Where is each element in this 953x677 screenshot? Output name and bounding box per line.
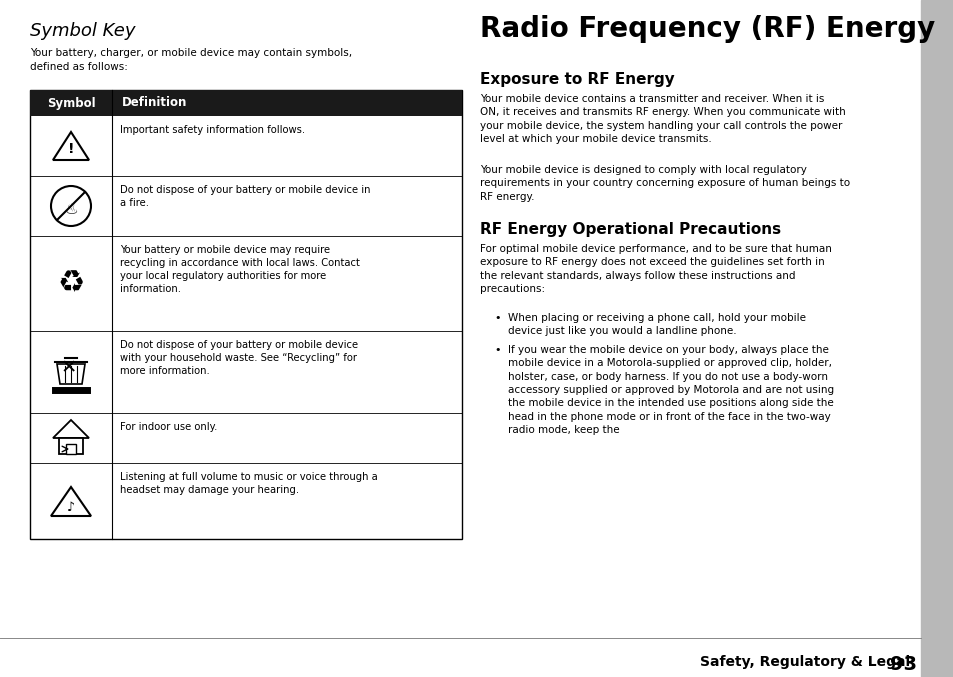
Text: ♻: ♻ [57,269,85,298]
Text: When placing or receiving a phone call, hold your mobile
device just like you wo: When placing or receiving a phone call, … [507,313,805,336]
Bar [66,444,76,454]
Text: Your mobile device is designed to comply with local regulatory
requirements in y: Your mobile device is designed to comply… [479,165,849,202]
Text: Symbol: Symbol [47,97,95,110]
Bar [30,90,461,116]
Text: For indoor use only.: For indoor use only. [120,422,217,432]
Text: Important safety information follows.: Important safety information follows. [120,125,305,135]
Text: !: ! [68,142,74,156]
Text: •: • [494,313,500,323]
Text: RF Energy Operational Precautions: RF Energy Operational Precautions [479,222,781,237]
Text: Radio Frequency (RF) Energy: Radio Frequency (RF) Energy [479,15,934,43]
Text: 93: 93 [889,655,916,674]
Text: Listening at full volume to music or voice through a
headset may damage your hea: Listening at full volume to music or voi… [120,472,377,495]
Text: Your battery, charger, or mobile device may contain symbols,
defined as follows:: Your battery, charger, or mobile device … [30,48,352,72]
Text: For optimal mobile device performance, and to be sure that human
exposure to RF : For optimal mobile device performance, a… [479,244,831,294]
Bar [920,0,953,677]
Text: Do not dispose of your battery or mobile device in
a fire.: Do not dispose of your battery or mobile… [120,185,370,208]
Text: Exposure to RF Energy: Exposure to RF Energy [479,72,674,87]
Text: Your battery or mobile device may require
recycling in accordance with local law: Your battery or mobile device may requir… [120,245,359,294]
Text: ✕: ✕ [61,359,77,378]
Text: ♨: ♨ [64,202,78,217]
Bar [59,438,83,454]
Text: ♪: ♪ [67,500,75,513]
Text: Your mobile device contains a transmitter and receiver. When it is
ON, it receiv: Your mobile device contains a transmitte… [479,94,845,144]
Text: •: • [494,345,500,355]
Bar [30,90,461,539]
Text: If you wear the mobile device on your body, always place the
mobile device in a : If you wear the mobile device on your bo… [507,345,833,435]
Text: Symbol Key: Symbol Key [30,22,135,40]
Text: Safety, Regulatory & Legal: Safety, Regulatory & Legal [700,655,909,669]
Text: Do not dispose of your battery or mobile device
with your household waste. See “: Do not dispose of your battery or mobile… [120,340,357,376]
Text: Definition: Definition [122,97,187,110]
